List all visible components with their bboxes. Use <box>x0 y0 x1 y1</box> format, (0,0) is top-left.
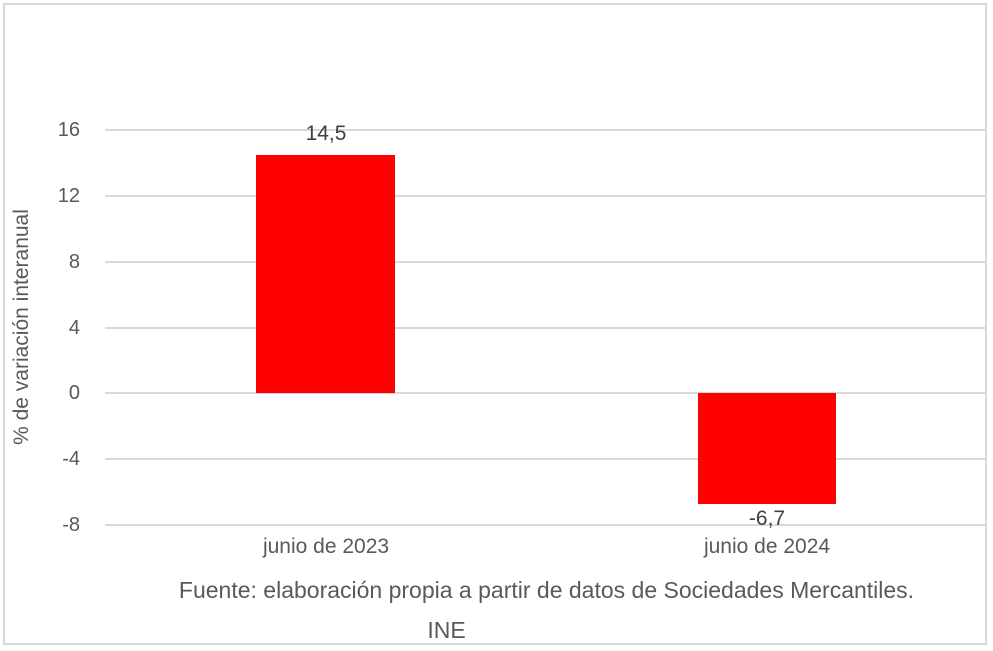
y-tick: 16 <box>57 119 80 141</box>
y-axis-label: % de variación interanual <box>10 209 33 445</box>
gridline-16 <box>105 129 985 131</box>
gridline-4 <box>105 327 985 329</box>
source-note-line1: Fuente: elaboración propia a partir de d… <box>178 577 915 603</box>
x-category-label: junio de 2024 <box>703 535 831 558</box>
y-tick: -4 <box>62 448 80 470</box>
y-tick: 8 <box>68 251 80 273</box>
x-category-label: junio de 2023 <box>262 535 390 558</box>
chart-frame <box>3 3 987 645</box>
gridline-8 <box>105 261 985 263</box>
y-tick: 0 <box>68 382 80 404</box>
source-note-line2: INE <box>427 617 466 643</box>
y-tick: 12 <box>57 185 80 207</box>
data-label: -6,7 <box>748 507 786 530</box>
gridline-neg4 <box>105 458 985 460</box>
y-tick: 4 <box>68 317 80 339</box>
gridline-0 <box>105 392 985 394</box>
bar-junio-2024 <box>698 393 836 504</box>
gridline-neg8 <box>105 524 985 526</box>
bar-junio-2023 <box>256 155 395 393</box>
gridline-12 <box>105 195 985 197</box>
y-tick: -8 <box>62 514 80 536</box>
data-label: 14,5 <box>305 122 347 145</box>
